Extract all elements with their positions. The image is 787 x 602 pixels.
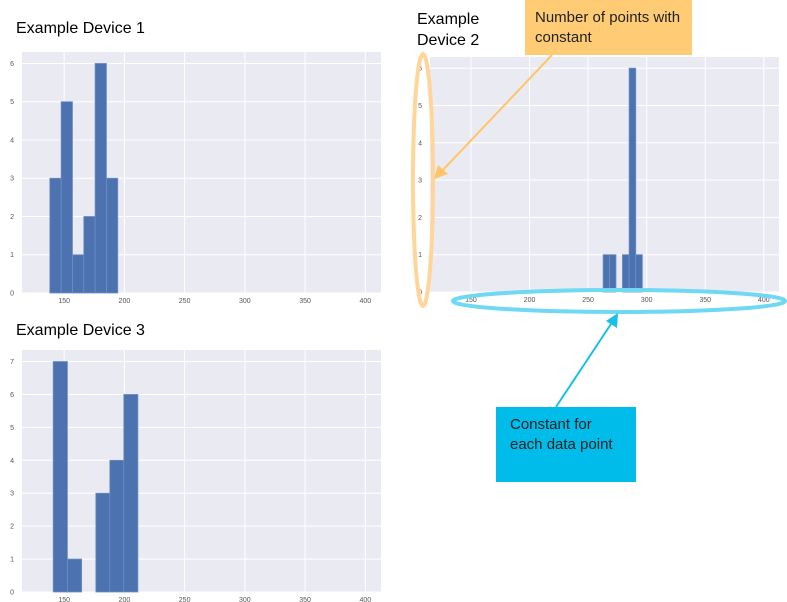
y-tick-label: 5	[10, 99, 14, 106]
y-tick-label: 7	[10, 359, 14, 366]
histogram-bar	[123, 394, 139, 593]
y-tick-label: 3	[10, 176, 14, 183]
x-tick-label: 400	[758, 297, 770, 304]
y-axis-highlight-ellipse	[411, 52, 435, 308]
x-tick-label: 350	[299, 597, 311, 602]
y-tick-label: 6	[10, 61, 14, 68]
x-tick-label: 300	[239, 597, 251, 602]
x-axis-highlight-ellipse	[451, 288, 787, 314]
x-tick-label: 400	[359, 298, 371, 305]
histogram-bar	[602, 254, 610, 293]
y-tick-label: 3	[10, 491, 14, 498]
histogram-bar	[609, 254, 617, 293]
y-tick-label: 4	[10, 458, 14, 465]
device-2-title-line2: Device 2	[417, 32, 480, 49]
histogram-bar	[94, 63, 107, 294]
histogram-bar	[109, 459, 125, 593]
x-tick-label: 250	[582, 297, 594, 304]
annotation-shapes	[411, 52, 787, 408]
x-tick-label: 250	[179, 597, 191, 602]
x-tick-label: 150	[465, 297, 477, 304]
y-tick-label: 1	[10, 557, 14, 564]
x-tick-label: 150	[58, 298, 70, 305]
device-1-title: Example Device 1	[16, 20, 145, 37]
x-tick-label: 200	[119, 597, 131, 602]
y-tick-label: 4	[418, 140, 422, 147]
y-tick-label: 6	[10, 392, 14, 399]
histogram-bar	[49, 177, 62, 294]
y-tick-label: 2	[10, 214, 14, 221]
y-tick-label: 1	[418, 252, 422, 259]
blue-arrowhead-icon	[606, 313, 618, 328]
histogram-bar	[622, 254, 630, 293]
plot-area	[22, 52, 381, 293]
x-tick-label: 150	[58, 597, 70, 602]
y-tick-label: 1	[10, 252, 14, 259]
device-3-title: Example Device 3	[16, 322, 145, 339]
y-tick-label: 2	[10, 524, 14, 531]
x-tick-label: 400	[359, 597, 371, 602]
orange-arrowhead-icon	[434, 165, 448, 179]
x-tick-label: 350	[299, 298, 311, 305]
y-tick-label: 4	[10, 137, 14, 144]
y-tick-label: 3	[418, 178, 422, 185]
histogram-bar	[72, 254, 85, 294]
y-axis-callout: Number of points with constant	[525, 0, 692, 55]
x-tick-label: 200	[119, 298, 131, 305]
y-tick-label: 2	[418, 215, 422, 222]
histogram-bar	[60, 101, 73, 294]
histogram-device-1: 150 200 250 300 350 400 0 1 2 3 4 5 6	[10, 52, 381, 305]
y-tick-label: 0	[10, 590, 14, 597]
histogram-bar	[95, 492, 111, 593]
x-tick-label: 300	[239, 298, 251, 305]
orange-arrow	[440, 54, 553, 173]
blue-arrow	[555, 320, 614, 408]
x-tick-label: 350	[699, 297, 711, 304]
y-tick-label: 5	[10, 425, 14, 432]
x-axis-callout: Constant for each data point	[496, 407, 636, 482]
device-2-title-line1: Example	[417, 11, 480, 28]
histogram-bar	[83, 216, 96, 294]
y-tick-label: 5	[418, 103, 422, 110]
x-tick-label: 300	[641, 297, 653, 304]
histogram-bar	[67, 558, 83, 593]
x-tick-label: 200	[524, 297, 536, 304]
histogram-bar	[635, 254, 643, 293]
y-tick-label: 0	[10, 291, 14, 298]
x-tick-label: 250	[179, 298, 191, 305]
plot-area	[22, 350, 381, 592]
histogram-bar	[52, 361, 68, 593]
histogram-bar	[106, 177, 119, 294]
histogram-bar	[628, 67, 637, 293]
plot-area	[430, 57, 779, 292]
histogram-device-3: 150 200 250 300 350 400 0 1 2 3 4 5 6 7	[10, 350, 381, 602]
